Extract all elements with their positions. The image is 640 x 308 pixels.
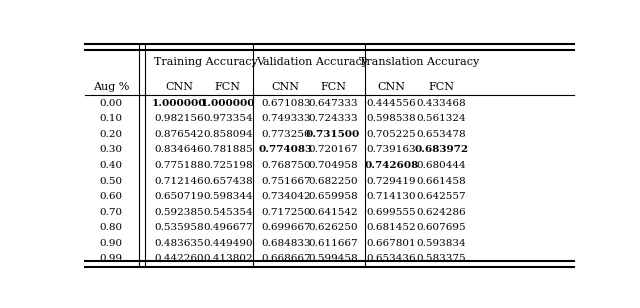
Text: CNN: CNN [378, 82, 406, 92]
Text: 0.80: 0.80 [99, 223, 122, 232]
Text: FCN: FCN [215, 82, 241, 92]
Text: 1.000000: 1.000000 [152, 99, 207, 108]
Text: Validation Accuracy: Validation Accuracy [256, 57, 368, 67]
Text: 0.858094: 0.858094 [203, 130, 253, 139]
Text: 0.641542: 0.641542 [308, 208, 358, 217]
Text: 0.699667: 0.699667 [261, 223, 310, 232]
Text: 0.592385: 0.592385 [154, 208, 204, 217]
Text: CNN: CNN [165, 82, 193, 92]
Text: 0.680444: 0.680444 [416, 161, 466, 170]
Text: 0.653478: 0.653478 [416, 130, 466, 139]
Text: 0.734042: 0.734042 [261, 192, 310, 201]
Text: 0.657438: 0.657438 [203, 176, 253, 185]
Text: 0.714130: 0.714130 [367, 192, 416, 201]
Text: 0.768750: 0.768750 [261, 161, 310, 170]
Text: 0.684833: 0.684833 [261, 239, 310, 248]
Text: 0.40: 0.40 [99, 161, 122, 170]
Text: 0.449490: 0.449490 [203, 239, 253, 248]
Text: FCN: FCN [428, 82, 454, 92]
Text: 0.444556: 0.444556 [367, 99, 416, 108]
Text: FCN: FCN [320, 82, 346, 92]
Text: 0.667801: 0.667801 [367, 239, 416, 248]
Text: 0.624286: 0.624286 [416, 208, 466, 217]
Text: 0.598344: 0.598344 [203, 192, 253, 201]
Text: 0.699555: 0.699555 [367, 208, 416, 217]
Text: 0.653436: 0.653436 [367, 254, 416, 263]
Text: 0.751667: 0.751667 [261, 176, 310, 185]
Text: 0.742608: 0.742608 [364, 161, 419, 170]
Text: 0.598538: 0.598538 [367, 114, 416, 124]
Text: 0.671083: 0.671083 [261, 99, 310, 108]
Text: 0.607695: 0.607695 [416, 223, 466, 232]
Text: 0.712146: 0.712146 [154, 176, 204, 185]
Text: 0.433468: 0.433468 [416, 99, 466, 108]
Text: 0.545354: 0.545354 [203, 208, 253, 217]
Text: 0.30: 0.30 [99, 145, 122, 155]
Text: 0.496677: 0.496677 [203, 223, 253, 232]
Text: 0.483635: 0.483635 [154, 239, 204, 248]
Text: 0.681452: 0.681452 [367, 223, 416, 232]
Text: 0.561324: 0.561324 [416, 114, 466, 124]
Text: 0.773250: 0.773250 [261, 130, 310, 139]
Text: 0.583375: 0.583375 [416, 254, 466, 263]
Text: 0.725198: 0.725198 [203, 161, 253, 170]
Text: 0.535958: 0.535958 [154, 223, 204, 232]
Text: 0.626250: 0.626250 [308, 223, 358, 232]
Text: 1.000000: 1.000000 [200, 99, 255, 108]
Text: 0.650719: 0.650719 [154, 192, 204, 201]
Text: 0.775188: 0.775188 [154, 161, 204, 170]
Text: 0.593834: 0.593834 [416, 239, 466, 248]
Text: 0.642557: 0.642557 [416, 192, 466, 201]
Text: 0.659958: 0.659958 [308, 192, 358, 201]
Text: 0.717250: 0.717250 [261, 208, 310, 217]
Text: 0.876542: 0.876542 [154, 130, 204, 139]
Text: 0.781885: 0.781885 [203, 145, 253, 155]
Text: CNN: CNN [272, 82, 300, 92]
Text: 0.774083: 0.774083 [259, 145, 313, 155]
Text: 0.731500: 0.731500 [306, 130, 360, 139]
Text: 0.60: 0.60 [99, 192, 122, 201]
Text: 0.611667: 0.611667 [308, 239, 358, 248]
Text: 0.982156: 0.982156 [154, 114, 204, 124]
Text: 0.749333: 0.749333 [261, 114, 310, 124]
Text: 0.50: 0.50 [99, 176, 122, 185]
Text: Aug %: Aug % [93, 82, 129, 92]
Text: 0.973354: 0.973354 [203, 114, 253, 124]
Text: 0.705225: 0.705225 [367, 130, 416, 139]
Text: 0.668667: 0.668667 [261, 254, 310, 263]
Text: 0.90: 0.90 [99, 239, 122, 248]
Text: 0.20: 0.20 [99, 130, 122, 139]
Text: 0.724333: 0.724333 [308, 114, 358, 124]
Text: 0.00: 0.00 [99, 99, 122, 108]
Text: 0.99: 0.99 [99, 254, 122, 263]
Text: 0.704958: 0.704958 [308, 161, 358, 170]
Text: 0.834646: 0.834646 [154, 145, 204, 155]
Text: 0.442260: 0.442260 [154, 254, 204, 263]
Text: 0.683972: 0.683972 [414, 145, 468, 155]
Text: 0.661458: 0.661458 [416, 176, 466, 185]
Text: 0.599458: 0.599458 [308, 254, 358, 263]
Text: Training Accuracy: Training Accuracy [154, 57, 258, 67]
Text: 0.413802: 0.413802 [203, 254, 253, 263]
Text: 0.720167: 0.720167 [308, 145, 358, 155]
Text: 0.10: 0.10 [99, 114, 122, 124]
Text: Translation Accuracy: Translation Accuracy [358, 57, 479, 67]
Text: 0.739163: 0.739163 [367, 145, 416, 155]
Text: 0.647333: 0.647333 [308, 99, 358, 108]
Text: 0.729419: 0.729419 [367, 176, 416, 185]
Text: 0.682250: 0.682250 [308, 176, 358, 185]
Text: 0.70: 0.70 [99, 208, 122, 217]
